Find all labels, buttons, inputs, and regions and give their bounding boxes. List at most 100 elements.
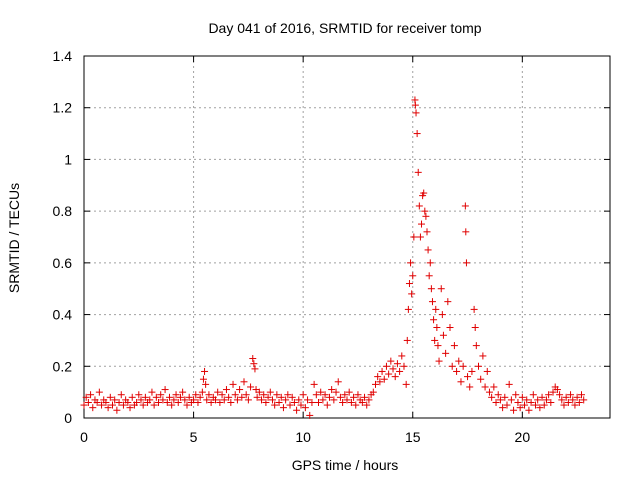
data-point — [216, 398, 224, 406]
chart-title: Day 041 of 2016, SRMTID for receiver tom… — [208, 20, 481, 36]
data-point — [459, 362, 467, 370]
data-point — [402, 380, 410, 388]
data-point — [321, 391, 329, 399]
data-point — [437, 285, 445, 293]
data-point — [266, 388, 274, 396]
data-point — [505, 380, 513, 388]
data-point — [396, 367, 404, 375]
data-point — [365, 396, 373, 404]
data-point — [350, 393, 358, 401]
data-point — [146, 396, 154, 404]
data-point — [409, 272, 417, 280]
data-point — [119, 401, 127, 409]
data-point — [567, 391, 575, 399]
data-point — [165, 393, 173, 401]
data-point — [207, 398, 215, 406]
y-tick-label: 1.2 — [53, 100, 73, 116]
data-point — [196, 393, 204, 401]
data-point — [343, 396, 351, 404]
data-point — [179, 388, 187, 396]
data-point — [542, 396, 550, 404]
data-point — [198, 388, 206, 396]
data-point — [518, 393, 526, 401]
data-point — [181, 396, 189, 404]
data-point — [317, 388, 325, 396]
data-point — [393, 360, 401, 368]
data-point — [455, 357, 463, 365]
data-point — [431, 336, 439, 344]
data-point — [168, 401, 176, 409]
data-point — [468, 367, 476, 375]
data-point — [308, 398, 316, 406]
data-point — [448, 362, 456, 370]
data-point — [113, 406, 121, 414]
data-point — [124, 398, 132, 406]
data-point — [111, 396, 119, 404]
data-point — [295, 396, 303, 404]
data-point — [361, 393, 369, 401]
data-point — [446, 324, 454, 331]
data-point — [229, 380, 237, 388]
data-point — [220, 396, 228, 404]
data-point — [378, 367, 386, 375]
data-point — [354, 391, 362, 399]
data-point — [374, 373, 382, 381]
data-point — [523, 396, 531, 404]
data-point — [249, 355, 257, 363]
grid-lines — [84, 56, 610, 418]
data-point — [578, 391, 586, 399]
data-point — [442, 349, 450, 357]
data-point — [477, 375, 485, 383]
data-point — [444, 298, 452, 306]
data-point — [106, 393, 114, 401]
data-point — [450, 342, 458, 350]
data-point — [439, 331, 447, 339]
data-point — [503, 401, 511, 409]
data-point — [341, 391, 349, 399]
data-point — [400, 362, 408, 370]
data-point — [315, 398, 323, 406]
data-point — [538, 393, 546, 401]
data-point — [141, 393, 149, 401]
data-point — [507, 396, 515, 404]
data-point — [135, 391, 143, 399]
x-tick-label: 15 — [405, 429, 421, 445]
data-point — [494, 391, 502, 399]
y-axis-label: SRMTID / TECUs — [6, 183, 22, 293]
data-point — [244, 396, 252, 404]
data-point — [218, 391, 226, 399]
data-point — [414, 168, 422, 176]
data-point — [212, 396, 219, 404]
data-point — [345, 388, 353, 396]
data-point — [571, 401, 579, 409]
data-point — [488, 393, 496, 401]
y-tick-label: 1 — [64, 151, 72, 167]
data-point — [80, 401, 88, 409]
data-point — [82, 393, 90, 401]
data-point — [194, 398, 202, 406]
x-tick-label: 10 — [295, 429, 311, 445]
data-point — [479, 352, 487, 360]
data-point — [411, 101, 419, 109]
data-point — [201, 367, 209, 375]
data-point — [428, 298, 436, 306]
data-point — [231, 391, 239, 399]
data-point — [126, 404, 134, 412]
data-point — [425, 272, 433, 280]
data-point — [242, 391, 250, 399]
data-point — [404, 305, 412, 313]
y-tick-label: 0.6 — [53, 255, 73, 271]
data-point — [371, 380, 379, 388]
data-point — [93, 398, 101, 406]
data-point — [260, 391, 268, 399]
data-point — [115, 398, 123, 406]
data-point — [412, 109, 420, 117]
data-point — [481, 383, 489, 391]
data-point — [438, 311, 446, 319]
data-point — [214, 388, 222, 396]
data-point — [334, 378, 342, 386]
data-point — [89, 404, 97, 412]
y-tick-label: 0.2 — [53, 358, 73, 374]
data-point — [490, 383, 498, 391]
